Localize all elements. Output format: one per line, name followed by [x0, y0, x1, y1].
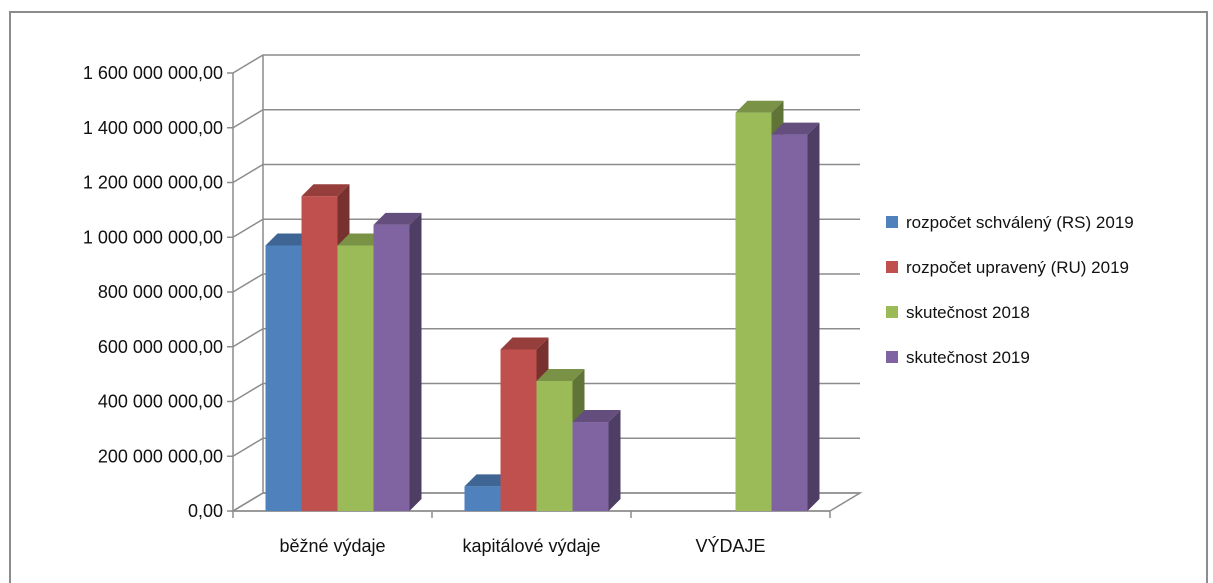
gridline [232, 109, 860, 129]
y-tick-label: 1 400 000 000,00 [83, 118, 223, 138]
legend-swatch [886, 261, 898, 273]
legend-label: skutečnost 2018 [906, 303, 1030, 322]
bar [500, 349, 537, 511]
bars [265, 100, 820, 511]
legend-label: rozpočet upravený (RU) 2019 [906, 258, 1129, 277]
bar [464, 486, 501, 511]
bar-top [301, 184, 350, 197]
legend-swatch [886, 216, 898, 228]
y-tick-label: 0,00 [188, 501, 223, 521]
y-tick-label: 1 000 000 000,00 [83, 227, 223, 247]
x-category-label: běžné výdaje [279, 536, 385, 556]
bar [373, 224, 410, 511]
y-tick-label: 400 000 000,00 [98, 392, 223, 412]
bar-top [373, 212, 422, 225]
y-tick-label: 1 200 000 000,00 [83, 173, 223, 193]
gridline [232, 492, 860, 512]
legend-swatch [886, 306, 898, 318]
bar-top [771, 122, 820, 135]
y-tick-label: 1 600 000 000,00 [83, 63, 223, 83]
bar-side [409, 212, 422, 511]
bar-top [735, 100, 784, 113]
gridline [232, 382, 860, 403]
gridline [232, 218, 860, 238]
legend-label: rozpočet schválený (RS) 2019 [906, 213, 1134, 232]
y-tick-labels: 0,00 200 000 000,00 400 000 000,00 600 000 … [83, 63, 223, 521]
gridline [232, 273, 860, 293]
bar [572, 422, 609, 511]
gridlines [232, 54, 860, 512]
bar-top [572, 410, 621, 423]
gridline [232, 54, 860, 74]
gridline [232, 437, 860, 457]
bar [337, 245, 374, 511]
bar-side [608, 410, 621, 511]
legend-label: skutečnost 2019 [906, 348, 1030, 367]
legend-swatch [886, 351, 898, 363]
bar [265, 245, 302, 511]
bar [301, 196, 338, 511]
y-tick-label: 200 000 000,00 [98, 446, 223, 466]
bar [735, 112, 772, 511]
y-tick-label: 600 000 000,00 [98, 337, 223, 357]
gridline [232, 328, 860, 348]
bar [536, 380, 573, 511]
x-category-label: VÝDAJE [695, 536, 765, 556]
legend: rozpočet schválený (RS) 2019 rozpočet upr… [886, 213, 1134, 367]
bar-top [500, 337, 549, 350]
y-tick-label: 800 000 000,00 [98, 282, 223, 302]
bar-top [536, 368, 585, 381]
x-category-label: kapitálové výdaje [462, 536, 600, 556]
x-category-labels: běžné výdaje kapitálové výdaje VÝDAJE [279, 536, 765, 556]
bar-side [807, 122, 820, 511]
bar [771, 134, 808, 511]
gridline [232, 163, 860, 184]
chart-frame [9, 11, 1208, 583]
